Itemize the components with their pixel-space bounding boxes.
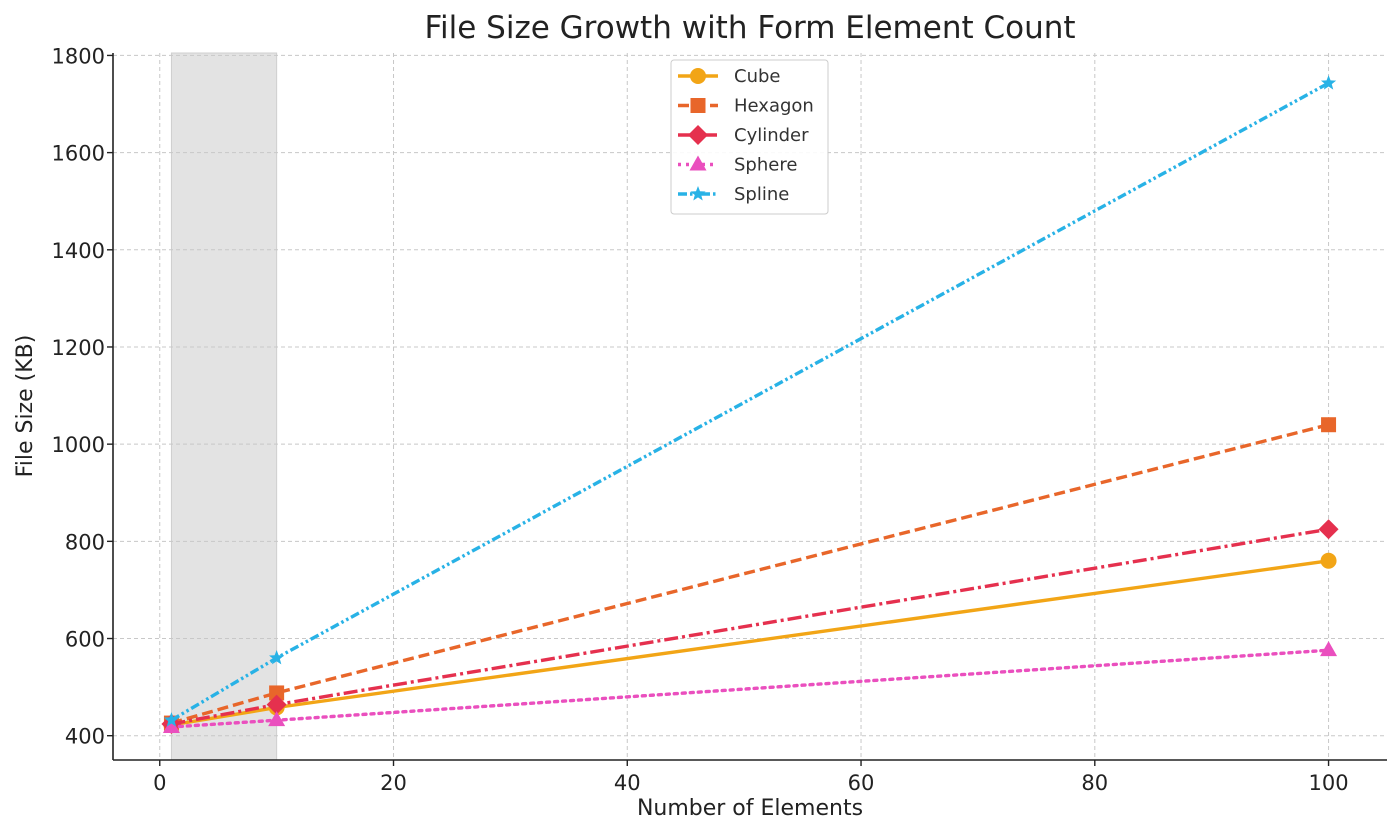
legend-label-cylinder: Cylinder bbox=[734, 125, 809, 146]
series-sphere bbox=[162, 641, 1338, 733]
series-line-hexagon bbox=[170, 423, 1330, 725]
series-layer bbox=[161, 75, 1339, 735]
y-tick-label: 1600 bbox=[52, 142, 105, 166]
y-axis-label: File Size (KB) bbox=[13, 335, 38, 478]
data-point-hexagon bbox=[1321, 417, 1337, 433]
y-tick-label: 400 bbox=[65, 725, 105, 749]
legend-marker-cylinder bbox=[688, 125, 708, 145]
data-point-cylinder bbox=[266, 694, 287, 715]
legend-marker-cube bbox=[690, 68, 706, 84]
x-tick-label: 100 bbox=[1309, 771, 1349, 795]
legend-label-sphere: Sphere bbox=[734, 155, 797, 176]
legend: Cube Hexagon Cylinder Sphere Spline bbox=[670, 59, 829, 215]
x-tick-label: 0 bbox=[153, 771, 166, 795]
series-spline bbox=[163, 75, 1337, 727]
x-tick-label: 20 bbox=[380, 771, 407, 795]
axis-layer: 0 20 40 60 80 100 400 600 800 1000 1200 1400 1600 180… bbox=[52, 44, 1387, 795]
data-point-sphere bbox=[162, 717, 180, 733]
chart-title: File Size Growth with Form Element Count bbox=[424, 10, 1075, 46]
x-tick-label: 80 bbox=[1081, 771, 1108, 795]
y-tick-label: 1200 bbox=[52, 336, 105, 360]
x-tick-label: 60 bbox=[848, 771, 875, 795]
legend-box bbox=[670, 59, 829, 215]
data-point-cylinder bbox=[1318, 519, 1339, 540]
legend-marker-hexagon bbox=[690, 98, 706, 113]
legend-label-spline: Spline bbox=[734, 184, 789, 205]
data-point-hexagon bbox=[269, 685, 285, 701]
grid-layer bbox=[113, 53, 1387, 760]
data-point-spline bbox=[163, 712, 180, 727]
data-point-cube bbox=[1320, 552, 1337, 569]
legend-label-hexagon: Hexagon bbox=[734, 96, 814, 117]
y-tick-label: 600 bbox=[65, 628, 105, 652]
x-axis-label: Number of Elements bbox=[637, 796, 863, 821]
data-point-spline bbox=[269, 649, 285, 665]
legend-marker-sphere bbox=[689, 155, 707, 171]
data-point-sphere bbox=[268, 711, 286, 727]
y-tick-label: 1800 bbox=[52, 44, 105, 68]
highlight-band-layer bbox=[170, 52, 278, 761]
y-tick-label: 800 bbox=[65, 530, 105, 554]
data-point-sphere bbox=[1320, 641, 1338, 657]
legend-label-cube: Cube bbox=[734, 66, 780, 87]
x-tick-label: 40 bbox=[614, 771, 641, 795]
data-point-spline bbox=[1320, 75, 1337, 90]
y-tick-label: 1400 bbox=[52, 239, 105, 263]
highlight-band bbox=[170, 52, 278, 761]
legend-marker-spline bbox=[690, 186, 706, 201]
y-tick-label: 1000 bbox=[52, 433, 105, 457]
